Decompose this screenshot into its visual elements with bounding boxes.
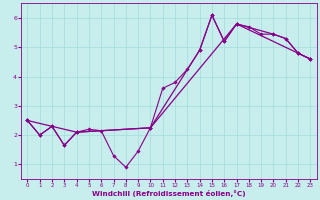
X-axis label: Windchill (Refroidissement éolien,°C): Windchill (Refroidissement éolien,°C) — [92, 190, 246, 197]
